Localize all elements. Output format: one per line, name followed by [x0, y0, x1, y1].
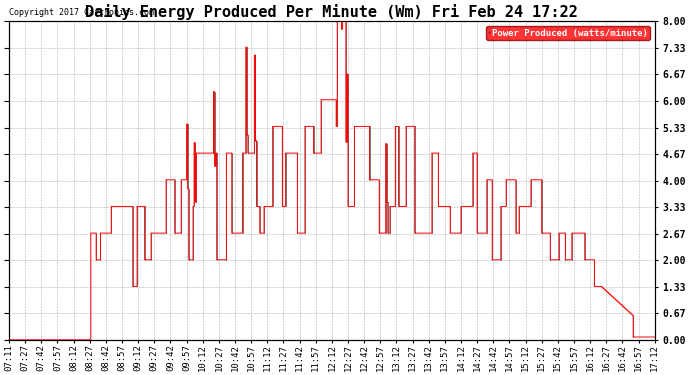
Title: Daily Energy Produced Per Minute (Wm) Fri Feb 24 17:22: Daily Energy Produced Per Minute (Wm) Fr…	[86, 4, 578, 20]
Legend: Power Produced (watts/minute): Power Produced (watts/minute)	[486, 26, 650, 40]
Text: Copyright 2017 Cartronics.com: Copyright 2017 Cartronics.com	[9, 8, 154, 16]
